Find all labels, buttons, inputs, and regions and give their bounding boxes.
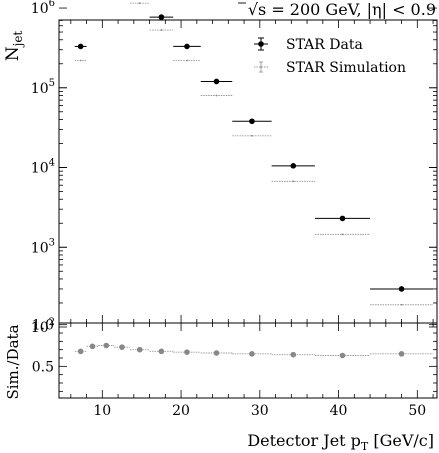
ratio-point	[339, 352, 346, 359]
x-tick-label: 40	[330, 403, 348, 419]
sim-point	[138, 2, 141, 5]
sim-point	[251, 134, 253, 137]
ratio-y-axis-label: Sim./Data	[4, 324, 22, 399]
legend-marker-simulation	[260, 66, 262, 68]
legend: STAR Data STAR Simulation	[254, 37, 406, 76]
main-y-tick-label: 104	[31, 158, 55, 177]
data-point	[398, 286, 405, 292]
x-axis-label-unit: [GeV/c]	[368, 431, 434, 450]
main-y-tick-label: 105	[31, 78, 55, 97]
sim-point	[79, 59, 82, 62]
legend-marker-data	[258, 41, 264, 47]
ratio-plot-frame	[58, 322, 438, 399]
data-point	[290, 163, 297, 169]
ratio-point	[249, 351, 255, 357]
legend-label-simulation: STAR Simulation	[286, 60, 406, 76]
x-tick-label: 10	[93, 403, 111, 419]
ratio-point	[119, 344, 125, 350]
legend-entry-simulation: STAR Simulation	[254, 60, 406, 76]
main-y-axis-label-sub: jet	[11, 31, 25, 49]
x-axis-label-sub: T	[361, 440, 369, 453]
ratio-y-tick-label: 1.0	[32, 318, 54, 334]
sim-point	[400, 303, 403, 306]
x-axis-label: Detector Jet pT [GeV/c]	[247, 431, 434, 453]
ratio-point	[398, 351, 405, 357]
sim-point	[215, 94, 218, 97]
main-y-tick-label: 102	[31, 317, 55, 336]
ratio-point	[184, 349, 190, 355]
main-y-axis-label: Njet	[3, 31, 25, 62]
legend-label-data: STAR Data	[286, 37, 363, 53]
ratio-point	[136, 346, 143, 353]
data-point	[184, 43, 190, 50]
ratio-point	[103, 342, 110, 349]
ratio-point	[158, 348, 165, 355]
ratio-point	[77, 348, 84, 355]
data-point	[249, 118, 255, 125]
legend-entry-data: STAR Data	[254, 37, 363, 53]
x-tick-label: 50	[408, 403, 426, 419]
sim-point	[186, 59, 188, 62]
ratio-y-tick-label: 0.5	[32, 359, 54, 375]
ratio-point	[290, 351, 297, 358]
x-tick-label: 30	[251, 403, 269, 419]
sim-point	[341, 233, 344, 236]
title-sqrt-bar-text: s = 200 GeV, |η| < 0.9	[258, 0, 436, 19]
data-point	[213, 78, 220, 85]
ratio-point	[89, 343, 96, 350]
data-point	[339, 215, 346, 222]
data-point	[158, 14, 165, 20]
data-point	[77, 43, 84, 50]
chart-title: √s = 200 GeV, |η| < 0.9	[248, 0, 436, 19]
x-tick-label: 20	[172, 403, 190, 419]
ratio-point	[213, 350, 220, 356]
sim-point	[160, 29, 163, 31]
main-y-tick-label: 103	[31, 237, 55, 256]
main-y-tick-label: 106	[31, 0, 55, 17]
sim-point	[292, 180, 295, 183]
